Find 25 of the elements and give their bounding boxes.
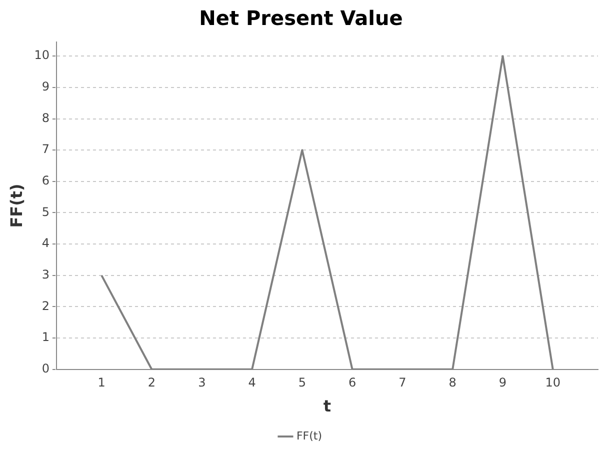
- x-tick-label: 5: [298, 376, 306, 390]
- x-axis-title: t: [323, 396, 332, 416]
- y-tick-label: 0: [42, 362, 50, 376]
- x-tick-label: 7: [398, 376, 406, 390]
- x-tick-label: 8: [448, 376, 456, 390]
- y-tick-label: 2: [42, 298, 50, 313]
- chart-title: Net Present Value: [199, 6, 403, 30]
- y-tick-label: 1: [42, 330, 50, 344]
- x-tick-label: 3: [198, 376, 206, 390]
- x-tick-label: 2: [148, 376, 156, 390]
- y-tick-label: 6: [42, 174, 50, 188]
- x-tick-label: 1: [98, 376, 106, 390]
- y-tick-label: 8: [42, 110, 50, 125]
- x-tick-label: 6: [348, 376, 356, 390]
- y-tick-label: 4: [42, 236, 50, 250]
- legend-label: FF(t): [296, 429, 322, 442]
- x-tick-label: 10: [545, 376, 561, 390]
- y-tick-label: 10: [34, 48, 50, 62]
- y-tick-label: 9: [42, 80, 50, 94]
- y-tick-label: 3: [42, 268, 50, 282]
- x-tick-label: 9: [498, 376, 507, 390]
- x-tick-label: 4: [248, 376, 256, 390]
- y-tick-label: 7: [42, 142, 50, 156]
- y-tick-label: 5: [42, 204, 50, 219]
- y-axis-title: FF(t): [6, 184, 26, 228]
